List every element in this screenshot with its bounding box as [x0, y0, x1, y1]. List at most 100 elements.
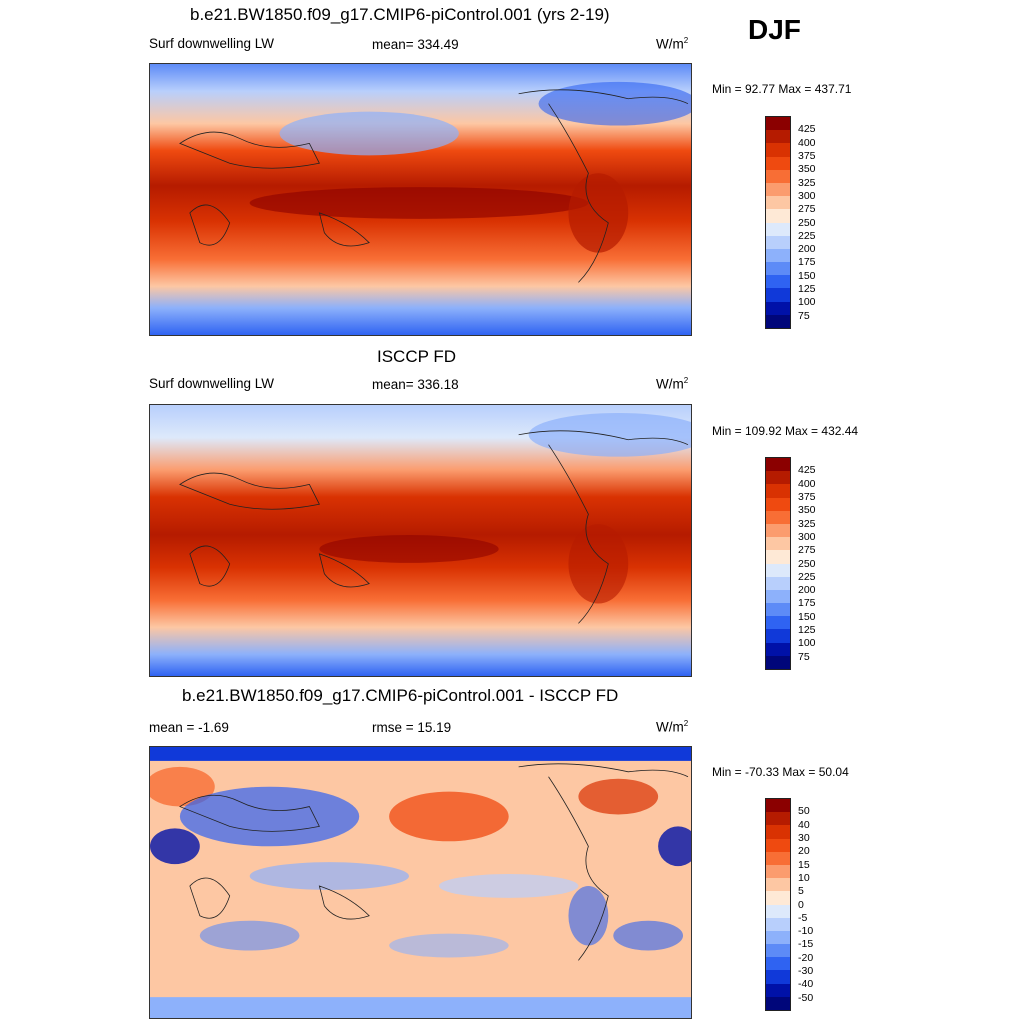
colorbar-tick-label: 425 [798, 123, 816, 136]
colorbar-tick-label: 200 [798, 583, 816, 596]
colorbar-tick-label: -40 [798, 978, 814, 991]
colorbar-tick-label: 300 [798, 530, 816, 543]
colorbar-swatch [766, 209, 790, 223]
panel3-title: b.e21.BW1850.f09_g17.CMIP6-piControl.001… [182, 686, 619, 705]
colorbar-tick-label: -10 [798, 924, 814, 937]
colorbar-tick-label: 350 [798, 504, 816, 516]
colorbar-tick-label: 375 [798, 149, 816, 162]
panel1-colorbar [765, 116, 791, 329]
panel2-mean-label: mean= 336.18 [372, 377, 459, 392]
colorbar-tick-label: -50 [798, 991, 814, 1004]
panel2-units-exp: 2 [683, 376, 689, 385]
panel3-map [149, 746, 692, 1019]
colorbar-tick-label: 20 [798, 845, 810, 857]
colorbar-swatch [766, 891, 790, 905]
colorbar-swatch [766, 497, 790, 511]
colorbar-swatch [766, 235, 790, 249]
panel1-title: b.e21.BW1850.f09_g17.CMIP6-piControl.001… [190, 5, 610, 24]
colorbar-tick-label: 350 [798, 163, 816, 175]
colorbar-tick-label: 325 [798, 176, 816, 189]
colorbar-swatch [766, 812, 790, 826]
colorbar-tick-label: 150 [798, 269, 816, 282]
panel3-rmse-label: rmse = 15.19 [372, 720, 452, 735]
panel3-colorbar [765, 798, 791, 1011]
colorbar-tick-label: 0 [798, 898, 804, 911]
colorbar-tick-label: 125 [798, 623, 816, 636]
colorbar-tick-label: 225 [798, 229, 816, 242]
colorbar-swatch [766, 904, 790, 918]
panel3-minmax: Min = -70.33 Max = 50.04 [712, 765, 849, 779]
colorbar-swatch [766, 851, 790, 865]
panel3-units-exp: 2 [683, 719, 689, 728]
colorbar-swatch [766, 878, 790, 892]
panel2-colorbar [765, 457, 791, 670]
colorbar-swatch [766, 275, 790, 289]
colorbar-tick-label: 250 [798, 557, 816, 570]
colorbar-tick-label: 75 [798, 309, 810, 322]
panel1-units: W/m2 [656, 36, 688, 52]
colorbar-tick-label: 40 [798, 818, 810, 831]
colorbar-swatch [766, 629, 790, 643]
colorbar-swatch [766, 589, 790, 604]
colorbar-tick-label: -15 [798, 938, 814, 951]
colorbar-swatch [766, 484, 790, 498]
colorbar-swatch [766, 655, 790, 669]
colorbar-swatch [766, 510, 790, 524]
colorbar-tick-label: -5 [798, 911, 808, 924]
colorbar-tick-label: 5 [798, 884, 804, 897]
panel1-mean-label: mean= 334.49 [372, 37, 459, 52]
colorbar-tick-label: -20 [798, 951, 814, 964]
colorbar-tick-label: 250 [798, 216, 816, 229]
colorbar-swatch [766, 917, 790, 931]
colorbar-swatch [766, 550, 790, 564]
panel1-minmax: Min = 92.77 Max = 437.71 [712, 82, 852, 96]
colorbar-swatch [766, 603, 790, 617]
panel3-units-base: W/m [656, 719, 684, 735]
colorbar-swatch [766, 196, 790, 210]
panel2-units: W/m2 [656, 376, 688, 392]
colorbar-tick-label: 100 [798, 296, 816, 309]
panel2-variable-label: Surf downwelling LW [149, 376, 275, 391]
colorbar-tick-label: 300 [798, 189, 816, 202]
colorbar-tick-label: 225 [798, 570, 816, 583]
panel1-units-exp: 2 [683, 36, 689, 45]
season-label: DJF [748, 14, 801, 45]
colorbar-swatch [766, 248, 790, 263]
panel2-map [149, 404, 692, 677]
panel3-units: W/m2 [656, 719, 688, 735]
colorbar-swatch [766, 314, 790, 328]
colorbar-tick-label: 375 [798, 490, 816, 503]
colorbar-swatch [766, 143, 790, 157]
colorbar-tick-label: -30 [798, 964, 814, 977]
colorbar-tick-label: 175 [798, 597, 816, 610]
panel3-mean-label: mean = -1.69 [149, 720, 229, 735]
colorbar-tick-label: 10 [798, 871, 810, 884]
panel1-map [149, 63, 692, 336]
colorbar-tick-label: 50 [798, 805, 810, 818]
colorbar-swatch [766, 983, 790, 997]
colorbar-tick-label: 425 [798, 464, 816, 477]
colorbar-tick-label: 100 [798, 637, 816, 650]
colorbar-swatch [766, 523, 790, 538]
colorbar-swatch [766, 930, 790, 945]
colorbar-tick-label: 175 [798, 256, 816, 269]
colorbar-swatch [766, 130, 790, 144]
colorbar-swatch [766, 301, 790, 315]
colorbar-swatch [766, 616, 790, 630]
colorbar-tick-label: 75 [798, 650, 810, 663]
colorbar-swatch [766, 642, 790, 656]
colorbar-tick-label: 400 [798, 136, 816, 149]
colorbar-tick-label: 275 [798, 202, 816, 215]
colorbar-swatch [766, 576, 790, 590]
panel1-units-base: W/m [656, 36, 684, 52]
colorbar-tick-label: 15 [798, 858, 810, 871]
colorbar-tick-label: 275 [798, 543, 816, 556]
colorbar-tick-label: 30 [798, 831, 810, 844]
colorbar-swatch [766, 458, 790, 472]
panel2-units-base: W/m [656, 376, 684, 392]
colorbar-tick-label: 400 [798, 477, 816, 490]
panel2-minmax: Min = 109.92 Max = 432.44 [712, 424, 859, 438]
colorbar-swatch [766, 156, 790, 170]
colorbar-swatch [766, 957, 790, 971]
colorbar-swatch [766, 799, 790, 813]
